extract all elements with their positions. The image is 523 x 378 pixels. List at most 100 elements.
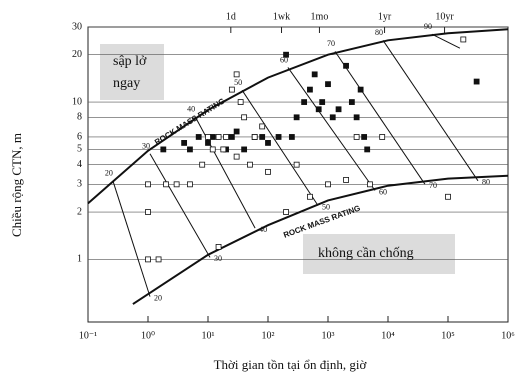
data-point (215, 134, 222, 140)
data-point (187, 146, 193, 153)
data-point (325, 81, 331, 88)
rmr-line (241, 89, 319, 206)
data-point (301, 99, 308, 105)
data-point (209, 146, 216, 153)
x-tick-label: 10³ (322, 330, 335, 341)
rmr-line (287, 67, 376, 191)
data-point (288, 134, 295, 140)
data-point (223, 134, 229, 140)
data-point (220, 146, 227, 153)
annotation: ngay (113, 76, 140, 91)
data-point (209, 134, 216, 140)
data-point (311, 71, 318, 78)
data-point (233, 128, 240, 135)
rmr-bottom-label: 20 (154, 293, 162, 302)
data-point (228, 134, 235, 140)
annotation: sập lở (113, 54, 147, 69)
data-point (173, 181, 180, 188)
rmr-top-label: 50 (234, 78, 242, 87)
rmr-bottom-label: 70 (429, 181, 437, 190)
y-tick-label: 3 (77, 179, 82, 190)
rmr-line (149, 153, 211, 258)
y-tick-label: 10 (72, 96, 82, 107)
y-tick-label: 2 (77, 206, 82, 217)
annotation-box (100, 44, 164, 100)
data-point (283, 51, 289, 58)
data-point (247, 161, 253, 168)
rmr-bottom-label: 50 (322, 202, 330, 211)
data-point (275, 134, 282, 140)
data-point (348, 99, 355, 105)
data-point (293, 161, 300, 168)
data-point (199, 161, 206, 168)
data-point (283, 209, 289, 215)
annotation: không cần chống (318, 246, 414, 261)
rmr-top-label: 90 (424, 22, 432, 31)
top-tick-label: 1d (226, 11, 236, 22)
rmr-line (334, 51, 426, 185)
x-tick-label: 10⁶ (501, 330, 515, 341)
data-point (251, 134, 258, 140)
data-point (228, 86, 235, 93)
data-point (343, 177, 349, 183)
data-point (241, 146, 248, 153)
rmr-line (382, 40, 479, 182)
rmr-line (431, 33, 461, 49)
y-tick-label: 5 (77, 144, 82, 155)
x-axis-label: Thời gian tồn tại ổn định, giờ (214, 357, 368, 372)
rmr-top-label: 30 (142, 141, 150, 150)
x-tick-label: 10⁵ (441, 330, 455, 341)
data-point (181, 140, 188, 146)
data-point (445, 193, 451, 200)
data-point (315, 106, 322, 113)
data-point (205, 140, 211, 146)
rmr-bottom-label: 80 (482, 178, 490, 187)
boundary-curve (87, 28, 509, 205)
rmr-top-label: 80 (375, 28, 383, 37)
data-point (460, 36, 467, 43)
rmr-top-label: 70 (327, 39, 335, 48)
rmr-bottom-label: 40 (259, 225, 267, 234)
annotation-box (303, 234, 455, 274)
rmr-line (194, 116, 256, 229)
y-tick-label: 6 (77, 131, 82, 142)
y-tick-label: 1 (77, 254, 82, 265)
rmr-top-label: 20 (105, 169, 113, 178)
x-tick-label: 10⁴ (381, 330, 395, 341)
data-point (335, 106, 342, 113)
data-point (155, 256, 162, 263)
data-point (353, 114, 360, 121)
data-point (233, 153, 240, 160)
top-tick-label: 1mo (311, 11, 329, 22)
y-tick-label: 20 (72, 49, 82, 60)
y-axis-label: Chiều rộng CTN, m (9, 133, 24, 237)
data-point (187, 181, 193, 188)
y-tick-label: 30 (72, 21, 82, 32)
rmr-top-label: 40 (187, 104, 195, 113)
x-tick-label: 10⁰ (141, 330, 155, 341)
data-point (145, 209, 151, 215)
data-point (361, 134, 368, 140)
x-tick-label: 10¹ (202, 330, 215, 341)
top-tick-label: 10yr (435, 11, 454, 22)
data-point (293, 114, 300, 121)
data-point (307, 193, 313, 200)
top-tick-label: 1wk (273, 11, 290, 22)
data-point (160, 146, 167, 153)
data-point (353, 134, 360, 140)
data-point (367, 181, 373, 188)
data-point (195, 134, 202, 140)
data-point (259, 123, 266, 130)
data-point (319, 99, 326, 105)
data-point (379, 134, 386, 140)
x-tick-label: 10² (262, 330, 275, 341)
rmr-top-label: 60 (280, 55, 288, 64)
data-point (145, 256, 151, 263)
data-point (307, 86, 313, 93)
data-point (265, 140, 271, 146)
data-point (145, 181, 151, 188)
data-point (329, 114, 336, 121)
data-point (237, 99, 244, 105)
y-tick-label: 4 (77, 159, 82, 170)
